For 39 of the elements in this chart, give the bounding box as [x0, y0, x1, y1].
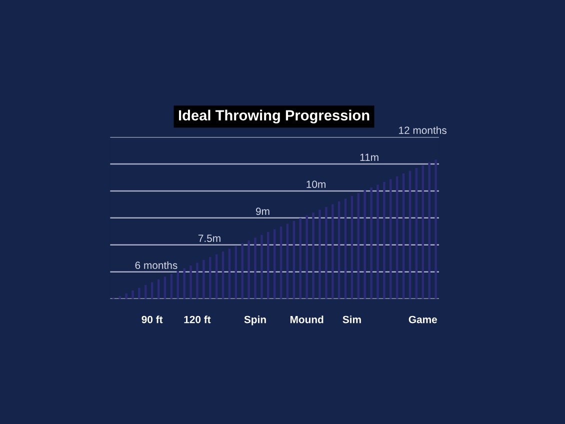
x-tick-label: 90 ft [142, 316, 163, 324]
bar [376, 184, 379, 299]
annotation: 11m [360, 154, 378, 161]
x-tick-label: Mound [290, 316, 324, 324]
x-tick-label: Game [408, 316, 438, 324]
bar [370, 187, 372, 299]
bar [132, 290, 134, 299]
text: 12 months [399, 126, 447, 134]
bar [364, 190, 366, 299]
bar [318, 210, 321, 299]
bar [428, 162, 430, 299]
x-tick-label: Sim [342, 316, 361, 324]
bar [306, 215, 308, 299]
bar [125, 293, 128, 299]
bar [144, 284, 147, 299]
bar [260, 234, 263, 299]
bar [325, 206, 328, 299]
bar [202, 260, 205, 299]
bar [196, 262, 198, 299]
x-tick-label: Spin [244, 316, 266, 326]
annotation: 7.5m [198, 234, 220, 242]
x-tick-label: 120 ft [184, 316, 211, 324]
bar [183, 268, 186, 299]
chart-title: Ideal Throwing Progression [178, 110, 370, 124]
bar [312, 212, 314, 299]
annotation: 9m [256, 208, 270, 215]
bar [176, 271, 180, 299]
bar [434, 160, 437, 299]
bar [138, 288, 140, 299]
annotation: 6 months [135, 261, 178, 270]
bar [267, 232, 270, 299]
bar [248, 240, 250, 299]
bar [190, 265, 192, 299]
bar [241, 243, 244, 299]
annotation: 10m [306, 180, 326, 188]
bar [254, 238, 256, 299]
bar [118, 296, 121, 299]
bar [390, 179, 392, 299]
bar [383, 182, 386, 299]
